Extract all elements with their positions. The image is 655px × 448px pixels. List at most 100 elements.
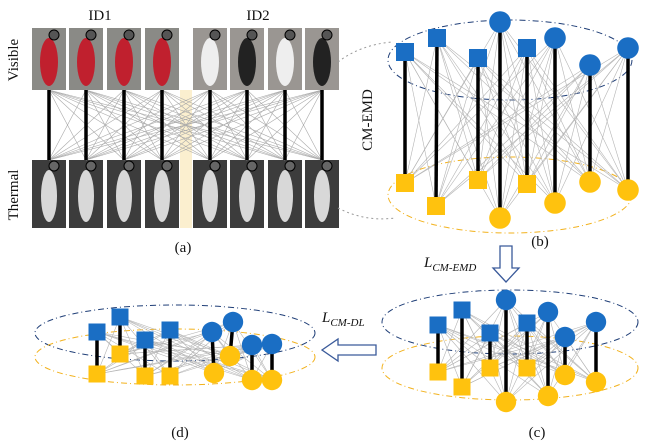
circle-node — [241, 369, 263, 391]
square-node — [429, 363, 447, 381]
person — [314, 170, 330, 222]
edge — [119, 316, 215, 374]
circle-node — [261, 333, 283, 355]
edge — [119, 316, 253, 381]
row-label: Thermal — [6, 170, 22, 221]
head — [85, 160, 97, 172]
edge — [404, 51, 528, 185]
person — [202, 170, 218, 222]
circle-node — [544, 27, 566, 49]
circle-node — [222, 311, 244, 333]
edge — [209, 89, 323, 161]
square-node — [111, 345, 129, 363]
left-arrow — [320, 337, 377, 363]
edge — [526, 47, 629, 191]
edge — [589, 47, 629, 183]
person — [116, 170, 132, 222]
edge — [461, 299, 507, 388]
person — [277, 170, 293, 222]
symbol: L — [321, 310, 330, 326]
edge — [404, 37, 556, 184]
edge — [209, 89, 248, 161]
edge — [404, 51, 501, 219]
circle-node — [495, 289, 517, 311]
circle-node — [585, 371, 607, 393]
edge — [554, 64, 591, 204]
head — [284, 29, 296, 41]
row-label: Visible — [6, 38, 22, 81]
edge — [505, 299, 528, 369]
person — [276, 38, 294, 86]
square-node — [469, 171, 487, 189]
caption: (d) — [171, 425, 189, 441]
edge — [499, 21, 528, 185]
edge — [477, 47, 528, 181]
square-node — [88, 323, 106, 341]
link-dots — [337, 41, 393, 63]
edge — [505, 322, 528, 403]
link-dots — [337, 207, 396, 220]
square-node — [469, 49, 487, 67]
head — [123, 29, 135, 41]
edge — [48, 89, 211, 161]
edge — [436, 37, 528, 185]
square-node — [518, 359, 536, 377]
circle-node — [219, 345, 241, 367]
circle-node — [489, 11, 511, 33]
person — [201, 38, 219, 86]
edge — [437, 309, 463, 373]
edge — [477, 57, 556, 204]
square-node — [161, 367, 179, 385]
edge — [404, 47, 528, 184]
square-node — [161, 321, 179, 339]
edge — [437, 332, 491, 373]
edge — [477, 57, 629, 191]
edge — [499, 47, 528, 219]
group-label: ID2 — [246, 8, 269, 24]
edge — [499, 21, 591, 183]
person — [78, 170, 94, 222]
head — [85, 29, 97, 41]
edge — [564, 321, 597, 376]
caption: (a) — [175, 240, 192, 256]
head — [161, 29, 173, 41]
square-node — [453, 378, 471, 396]
edge — [123, 89, 163, 161]
ellipse-thermal — [34, 328, 316, 386]
circle-node — [579, 54, 601, 76]
edge — [437, 336, 566, 373]
edge — [547, 311, 566, 376]
edge — [477, 57, 501, 219]
edge — [437, 324, 463, 388]
edge — [211, 331, 273, 381]
circle-node — [554, 364, 576, 386]
edge — [526, 322, 566, 376]
square-node — [518, 175, 536, 193]
circle-node — [495, 391, 517, 413]
loss-label: LCM-DL — [321, 310, 365, 329]
subscript: CM-EMD — [432, 262, 476, 274]
person — [77, 38, 95, 86]
edge — [435, 21, 501, 207]
caption: (b) — [531, 234, 549, 250]
person — [153, 38, 171, 86]
edge — [437, 299, 507, 373]
person — [239, 170, 255, 222]
square-node — [427, 197, 445, 215]
caption: (c) — [529, 425, 546, 441]
symbol: L — [423, 255, 432, 271]
edge — [435, 47, 528, 207]
edge — [404, 51, 437, 207]
circle-node — [554, 326, 576, 348]
person — [313, 38, 331, 86]
square-node — [111, 308, 129, 326]
edge — [123, 89, 323, 161]
person — [115, 38, 133, 86]
edge — [547, 336, 566, 397]
edge — [169, 329, 253, 381]
head — [161, 160, 173, 172]
head — [123, 160, 135, 172]
square-node — [396, 174, 414, 192]
edge — [144, 339, 253, 381]
edge — [477, 64, 591, 181]
